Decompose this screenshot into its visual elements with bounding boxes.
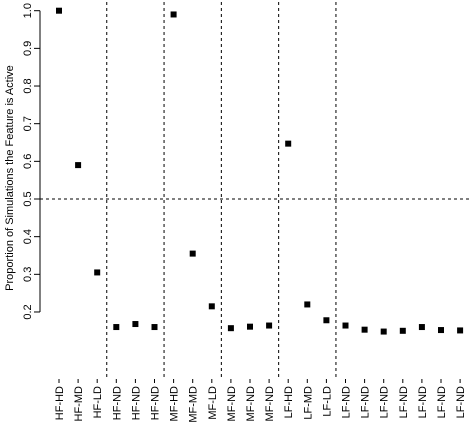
category-label: HF-HD: [54, 386, 66, 420]
category-label: MF-LD: [207, 386, 219, 420]
y-axis-title: Proportion of Simulations the Feature is…: [4, 65, 16, 291]
y-tick-label: 0.4: [22, 229, 34, 244]
category-label: HF-MD: [73, 386, 85, 421]
category-label: LF-ND: [341, 386, 353, 418]
category-label: LF-MD: [302, 386, 314, 420]
data-point: [304, 301, 311, 308]
category-label: MF-MD: [188, 386, 200, 423]
data-point: [132, 321, 139, 328]
y-tick-label: 0.9: [22, 41, 34, 56]
data-point: [170, 11, 177, 18]
data-point: [323, 317, 330, 324]
data-point: [399, 327, 406, 334]
category-label: MF-ND: [264, 386, 276, 421]
category-label: LF-LD: [321, 386, 333, 417]
data-point: [380, 328, 387, 335]
data-point: [247, 323, 253, 330]
category-label: LF-ND: [417, 386, 429, 418]
data-point: [285, 140, 292, 147]
group-separators: [106, 2, 337, 378]
data-point: [266, 322, 273, 329]
category-label: MF-ND: [245, 386, 257, 421]
data-point: [361, 326, 368, 333]
data-points: [56, 7, 464, 335]
category-label: HF-ND: [130, 386, 142, 420]
category-label: HF-ND: [150, 386, 162, 420]
category-label: HF-ND: [111, 386, 123, 420]
y-tick-label: 1.0: [22, 3, 34, 18]
y-tick-label: 0.5: [22, 191, 34, 206]
data-point: [94, 269, 101, 276]
category-label: LF-ND: [379, 386, 391, 418]
data-point: [113, 324, 120, 331]
y-tick-label: 0.8: [22, 78, 34, 93]
y-tick-label: 0.7: [22, 116, 34, 131]
y-tick-label: 0.2: [22, 304, 34, 319]
data-point: [342, 322, 349, 329]
category-label: LF-ND: [360, 386, 372, 418]
y-tick-label: 0.6: [22, 154, 34, 169]
data-point: [75, 162, 82, 169]
category-labels: HF-HD HF-MD HF-LD HF-ND HF-ND HF-ND MF-HD MF-MD…: [54, 379, 467, 423]
category-label: MF-ND: [226, 386, 238, 421]
category-label: LF-ND: [436, 386, 448, 418]
y-tick-label: 0.3: [22, 267, 34, 282]
category-label: HF-LD: [92, 386, 104, 418]
category-label: LF-ND: [398, 386, 410, 418]
category-label: LF-HD: [283, 386, 295, 418]
y-axis: 0.2 0.3 0.4 0.5 0.6 0.7 0.8 0.9 1.0: [22, 3, 41, 320]
data-point: [438, 327, 444, 334]
category-label: LF-ND: [455, 386, 467, 418]
data-point: [56, 7, 62, 14]
data-point: [418, 324, 425, 331]
data-point: [227, 325, 234, 332]
data-point: [151, 324, 158, 331]
data-point: [208, 303, 215, 310]
category-label: MF-HD: [169, 386, 181, 421]
data-point: [457, 327, 464, 334]
data-point: [189, 250, 196, 257]
